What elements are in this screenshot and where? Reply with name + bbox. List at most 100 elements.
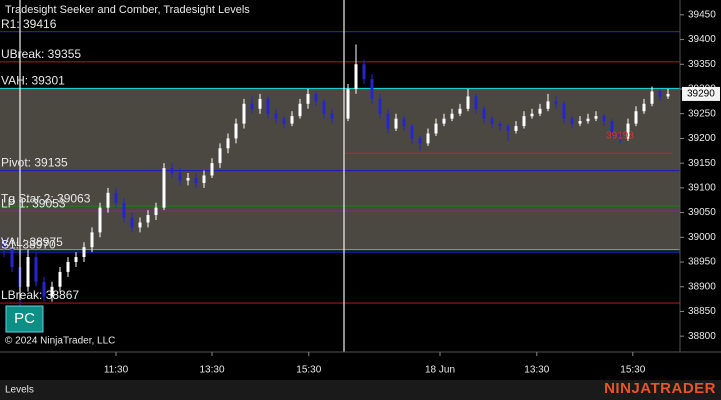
candle-body — [666, 93, 670, 97]
candle-body — [522, 116, 526, 127]
candle-body — [554, 101, 558, 104]
candle-body — [162, 168, 166, 208]
candle-body — [250, 103, 254, 109]
candle-body — [362, 64, 366, 80]
candle-body — [370, 79, 374, 99]
y-tick-label: 39000 — [688, 232, 716, 243]
candle-body — [194, 177, 198, 183]
candle-body — [458, 108, 462, 114]
level-label: VAL: 38975 — [1, 235, 63, 249]
candle-body — [114, 192, 118, 203]
candle-body — [106, 192, 110, 208]
candle-body — [410, 126, 414, 139]
candle-body — [242, 103, 246, 124]
candle-body — [90, 232, 94, 248]
candle-body — [570, 118, 574, 124]
candle-body — [586, 118, 590, 122]
candle-body — [138, 222, 142, 228]
candle-body — [618, 133, 622, 139]
level-label: Pivot: 39135 — [1, 156, 68, 170]
candle-body — [82, 247, 86, 258]
x-tick-label: 11:30 — [104, 365, 129, 376]
y-tick-label: 39200 — [688, 133, 716, 144]
last-price-box — [682, 86, 720, 101]
candle-body — [578, 121, 582, 124]
x-tick-label: 15:30 — [296, 365, 321, 376]
candle-body — [314, 93, 318, 102]
candle-body — [298, 103, 302, 117]
candle-body — [66, 262, 70, 272]
annotation: 39193 — [606, 131, 634, 142]
candle-body — [186, 177, 190, 181]
candle-body — [274, 113, 278, 119]
candle-body — [146, 215, 150, 223]
candle-body — [330, 113, 334, 119]
level-label: S1: 38970 — [1, 237, 56, 251]
plot-area — [0, 31, 680, 307]
candle-body — [650, 91, 654, 104]
candle-body — [562, 103, 566, 119]
pc-button-label[interactable]: PC — [14, 310, 35, 327]
value-area — [0, 88, 680, 250]
candle-body — [266, 98, 270, 114]
y-tick-label: 39250 — [688, 108, 716, 119]
candle-body — [642, 103, 646, 112]
candle-body — [482, 108, 486, 119]
x-tick-label: 13:30 — [524, 365, 549, 376]
y-tick-label: 39450 — [688, 9, 716, 20]
candle-body — [658, 91, 662, 97]
candle-body — [218, 148, 222, 164]
tab-bar — [0, 380, 721, 400]
candle-body — [418, 138, 422, 144]
candle-body — [466, 96, 470, 109]
candle-body — [426, 133, 430, 144]
y-tick-label: 39100 — [688, 183, 716, 194]
level-label: LBreak: 38867 — [1, 288, 79, 302]
candle-body — [354, 64, 358, 89]
candle-body — [210, 163, 214, 176]
candle-body — [26, 257, 30, 287]
candle-body — [538, 108, 542, 114]
candle-body — [602, 116, 606, 122]
candle-body — [2, 242, 6, 248]
x-tick-label: 13:30 — [199, 365, 224, 376]
level-label: R1: 39416 — [1, 17, 57, 31]
level-label: VAH: 39301 — [1, 74, 65, 88]
y-tick-label: 39050 — [688, 207, 716, 218]
candle-body — [178, 173, 182, 181]
y-tick-label: 39350 — [688, 59, 716, 70]
tab-label[interactable]: Levels — [5, 385, 34, 396]
candle-body — [74, 257, 78, 263]
candle-body — [98, 207, 102, 233]
candle-body — [530, 113, 534, 117]
candle-body — [170, 168, 174, 174]
candle-body — [610, 121, 614, 134]
candle-body — [154, 207, 158, 216]
candle-body — [322, 101, 326, 114]
chart-title: Tradesight Seeker and Comber, Tradesight… — [5, 4, 250, 16]
candle-body — [514, 126, 518, 132]
candle-body — [306, 93, 310, 104]
y-tick-label: 39400 — [688, 34, 716, 45]
candle-body — [498, 123, 502, 127]
y-tick-label: 38850 — [688, 306, 716, 317]
pc-button[interactable] — [5, 305, 44, 333]
candle-body — [130, 217, 134, 228]
candle-body — [226, 138, 230, 149]
level-label: UBreak: 39355 — [1, 47, 81, 61]
level-label: Tg Star 2: 39063 — [1, 191, 91, 205]
candle-body — [474, 96, 478, 109]
candle-body — [626, 123, 630, 139]
candle-body — [490, 118, 494, 124]
x-tick-label: 18 Jun — [425, 365, 455, 376]
candle-body — [282, 118, 286, 124]
y-tick-label: 38950 — [688, 257, 716, 268]
y-tick-label: 39150 — [688, 158, 716, 169]
candle-body — [506, 126, 510, 132]
y-tick-label: 38800 — [688, 331, 716, 342]
candle-body — [34, 257, 38, 282]
candle-body — [594, 116, 598, 119]
candle-body — [290, 116, 294, 124]
candle-body — [122, 202, 126, 218]
